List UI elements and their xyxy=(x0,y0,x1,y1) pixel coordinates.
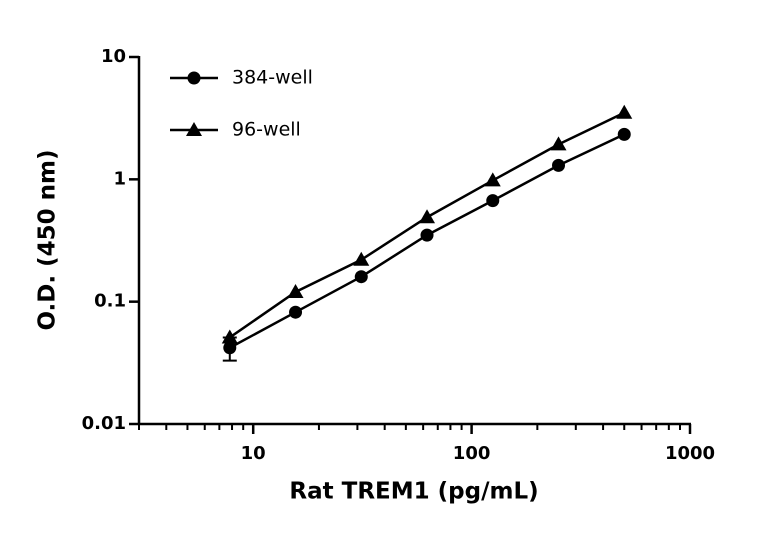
fit-line xyxy=(229,111,625,339)
legend-marker xyxy=(187,71,201,85)
marker xyxy=(419,209,436,224)
y-tick-label: 0.1 xyxy=(94,291,126,312)
marker xyxy=(289,305,303,319)
marker xyxy=(223,341,237,355)
x-tick-label: 10 xyxy=(241,443,266,464)
legend-label: 96-well xyxy=(232,119,301,141)
marker xyxy=(550,136,567,151)
marker xyxy=(552,158,566,172)
marker xyxy=(616,104,633,119)
marker xyxy=(354,270,368,284)
marker xyxy=(484,172,501,187)
legend-label: 384-well xyxy=(232,67,313,89)
x-axis-title: Rat TREM1 (pg/mL) xyxy=(289,479,538,505)
marker xyxy=(287,283,304,298)
y-tick-label: 0.01 xyxy=(82,413,126,434)
marker xyxy=(617,127,631,141)
y-tick-label: 1 xyxy=(113,168,126,189)
x-tick-label: 100 xyxy=(453,443,491,464)
marker xyxy=(420,228,434,242)
marker xyxy=(486,194,500,208)
y-axis-title: O.D. (450 nm) xyxy=(35,149,61,330)
x-tick-label: 1000 xyxy=(665,443,715,464)
marker xyxy=(221,329,238,344)
y-tick-label: 10 xyxy=(101,46,126,67)
legend-marker xyxy=(186,122,202,136)
marker xyxy=(353,251,370,266)
